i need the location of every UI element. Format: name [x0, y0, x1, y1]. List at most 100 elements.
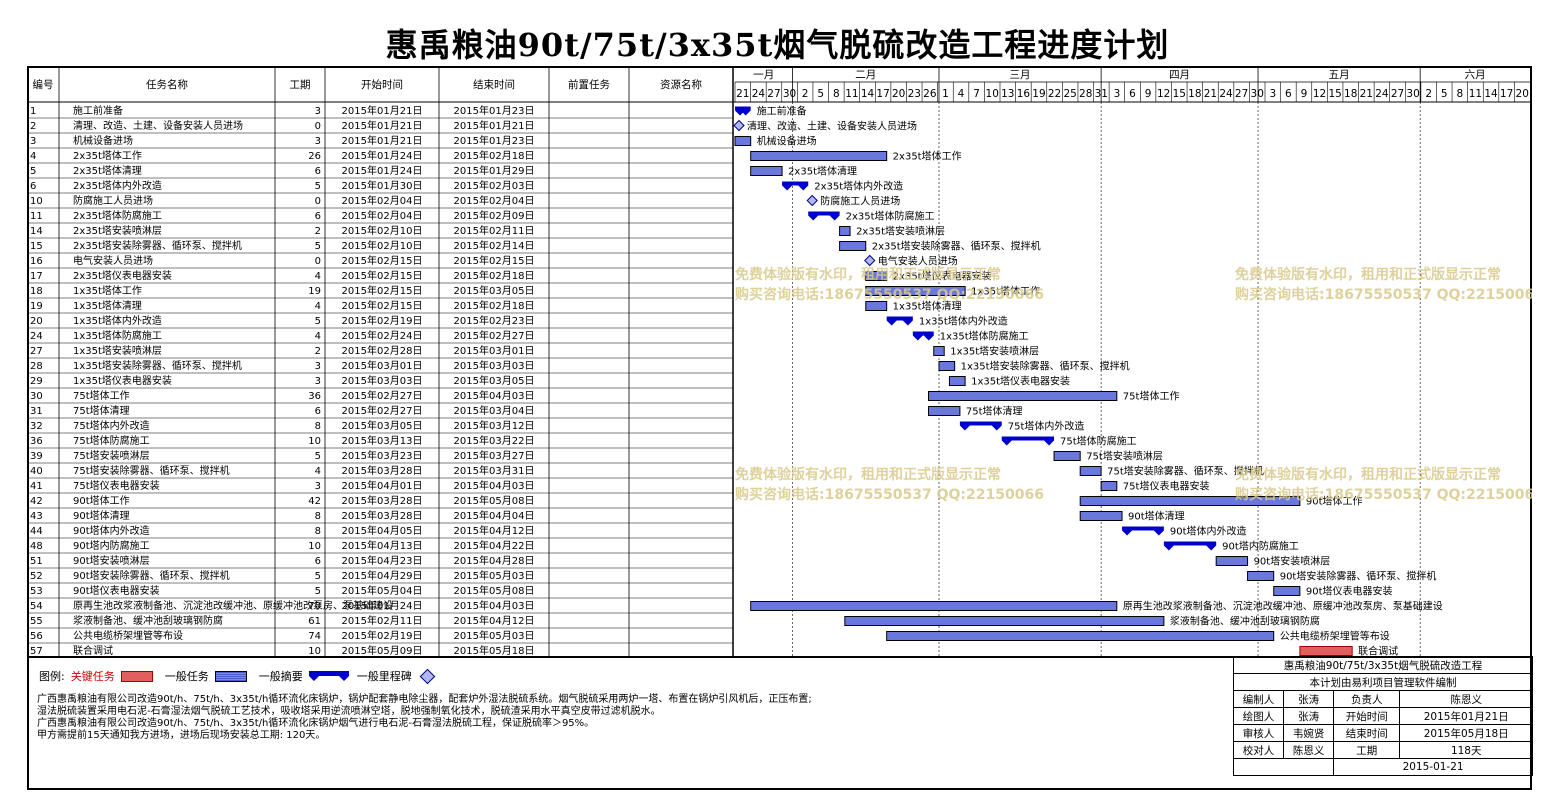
bar-label: 公共电缆桥架埋管等布设: [1280, 630, 1390, 643]
day-tick-label: 21: [1360, 88, 1373, 100]
task-id: 36: [30, 436, 43, 447]
task-id: 28: [30, 361, 43, 372]
task-end: 2015年02月11日: [454, 224, 535, 237]
summary-bar: [1001, 436, 1055, 446]
info-empty: [1232, 758, 1335, 776]
task-id: 4: [30, 151, 36, 162]
task-id: 57: [30, 646, 43, 657]
task-duration: 0: [315, 121, 321, 132]
task-end: 2015年03月22日: [454, 434, 535, 447]
column-header: 开始时间: [361, 78, 403, 91]
note-line: 广西惠禹粮油有限公司改造90t/h、75t/h、3x35t/h循环流化床锅炉烟气…: [37, 718, 595, 729]
task-start: 2015年04月23日: [342, 554, 423, 567]
summary-bar: [782, 181, 809, 191]
task-duration: 10: [308, 541, 321, 552]
task-id: 40: [30, 466, 43, 477]
task-duration: 5: [315, 181, 321, 192]
task-end: 2015年03月05日: [454, 284, 535, 297]
task-name: 2x35t塔安装除雾器、循环泵、搅拌机: [73, 239, 242, 252]
day-tick-label: 19: [1032, 88, 1045, 100]
info-cell: 陈恩义: [1399, 690, 1533, 708]
task-id: 27: [30, 346, 43, 357]
bar-label: 联合调试: [1358, 645, 1398, 658]
day-tick-label: 18: [1188, 88, 1201, 100]
month-label: 二月: [855, 69, 876, 81]
task-name: 1x35t塔体工作: [73, 284, 142, 297]
task-end: 2015年04月22日: [454, 539, 535, 552]
task-bar: [1273, 586, 1301, 596]
task-end: 2015年02月23日: [454, 314, 535, 327]
bar-label: 1x35t塔体清理: [893, 300, 962, 313]
task-name: 90t塔安装除雾器、循环泵、搅拌机: [73, 569, 230, 582]
task-bar: [1247, 571, 1275, 581]
task-duration: 8: [315, 421, 321, 432]
watermark-text: 免费体验版有水印，租用和正式版显示正常: [735, 266, 1001, 283]
task-name: 联合调试: [73, 644, 113, 657]
task-duration: 5: [315, 241, 321, 252]
task-bar: [750, 166, 783, 176]
chart-title: 惠禹粮油90t/75t/3x35t烟气脱硫改造工程进度计划: [385, 26, 1170, 64]
task-start: 2015年04月29日: [342, 569, 423, 582]
info-cell: 审核人: [1232, 724, 1285, 742]
task-end: 2015年02月18日: [454, 149, 535, 162]
column-header: 任务名称: [146, 78, 188, 91]
day-tick-label: 9: [1301, 88, 1308, 100]
day-tick-label: 27: [767, 88, 780, 100]
task-start: 2015年02月11日: [342, 614, 423, 627]
summary-bar: [959, 421, 1002, 431]
task-end: 2015年05月08日: [454, 494, 535, 507]
day-tick-label: 5: [1441, 88, 1448, 100]
task-bar: [734, 136, 752, 146]
task-start: 2015年02月15日: [342, 254, 423, 267]
task-id: 19: [30, 301, 43, 312]
task-name: 1x35t塔体防腐施工: [73, 329, 162, 342]
bar-label: 1x35t塔安装除雾器、循环泵、搅拌机: [961, 360, 1130, 373]
info-software: 本计划由易利项目管理软件编制: [1233, 673, 1533, 691]
task-end: 2015年05月03日: [454, 629, 535, 642]
watermark-text: 免费体验版有水印，租用和正式版显示正常: [735, 466, 1001, 483]
legend-critical-label: 关键任务: [70, 670, 115, 683]
day-tick-label: 14: [1484, 88, 1498, 100]
watermark-text: 购买咨询电话:18675550537 QQ:22150066: [1235, 286, 1532, 303]
day-tick-label: 13: [1001, 88, 1014, 100]
task-start: 2015年03月01日: [342, 359, 423, 372]
task-end: 2015年03月03日: [454, 359, 535, 372]
task-start: 2015年02月15日: [342, 284, 423, 297]
task-bar: [886, 631, 1275, 641]
legend-critical-swatch: [120, 670, 153, 682]
info-cell: 2015年01月21日: [1399, 707, 1533, 725]
task-name: 2x35t塔仪表电器安装: [73, 269, 172, 282]
task-start: 2015年01月21日: [342, 104, 423, 117]
task-duration: 5: [315, 571, 321, 582]
column-header: 资源名称: [660, 78, 702, 91]
task-start: 2015年01月24日: [342, 599, 423, 612]
task-id: 3: [30, 136, 36, 147]
task-duration: 3: [315, 361, 321, 372]
task-end: 2015年04月12日: [454, 614, 535, 627]
day-tick-label: 30: [1406, 88, 1419, 100]
bar-label: 75t塔仪表电器安装: [1123, 480, 1210, 493]
task-name: 2x35t塔体内外改造: [73, 179, 162, 192]
summary-bar: [808, 211, 840, 221]
task-end: 2015年04月12日: [454, 524, 535, 537]
task-id: 2: [30, 121, 36, 132]
task-duration: 4: [315, 301, 321, 312]
bar-label: 2x35t塔仪表电器安装: [893, 270, 992, 283]
info-cell: 结束时间: [1333, 724, 1401, 742]
milestone-marker: [806, 194, 818, 207]
task-id: 10: [30, 196, 43, 207]
task-start: 2015年01月24日: [342, 164, 423, 177]
info-cell: 负责人: [1333, 690, 1401, 708]
task-duration: 26: [308, 151, 321, 162]
day-tick-label: 10: [986, 88, 999, 100]
task-duration: 5: [315, 451, 321, 462]
task-id: 20: [30, 316, 43, 327]
day-tick-label: 24: [752, 88, 766, 100]
day-tick-label: 7: [973, 88, 980, 100]
task-bar: [1079, 496, 1301, 506]
legend-summary-label: 一般摘要: [258, 670, 303, 683]
task-start: 2015年02月19日: [342, 629, 423, 642]
bar-label: 浆液制备池、缓冲池刮玻璃钢防腐: [1170, 615, 1320, 628]
info-cell: 开始时间: [1333, 707, 1401, 725]
summary-bar: [735, 106, 751, 116]
